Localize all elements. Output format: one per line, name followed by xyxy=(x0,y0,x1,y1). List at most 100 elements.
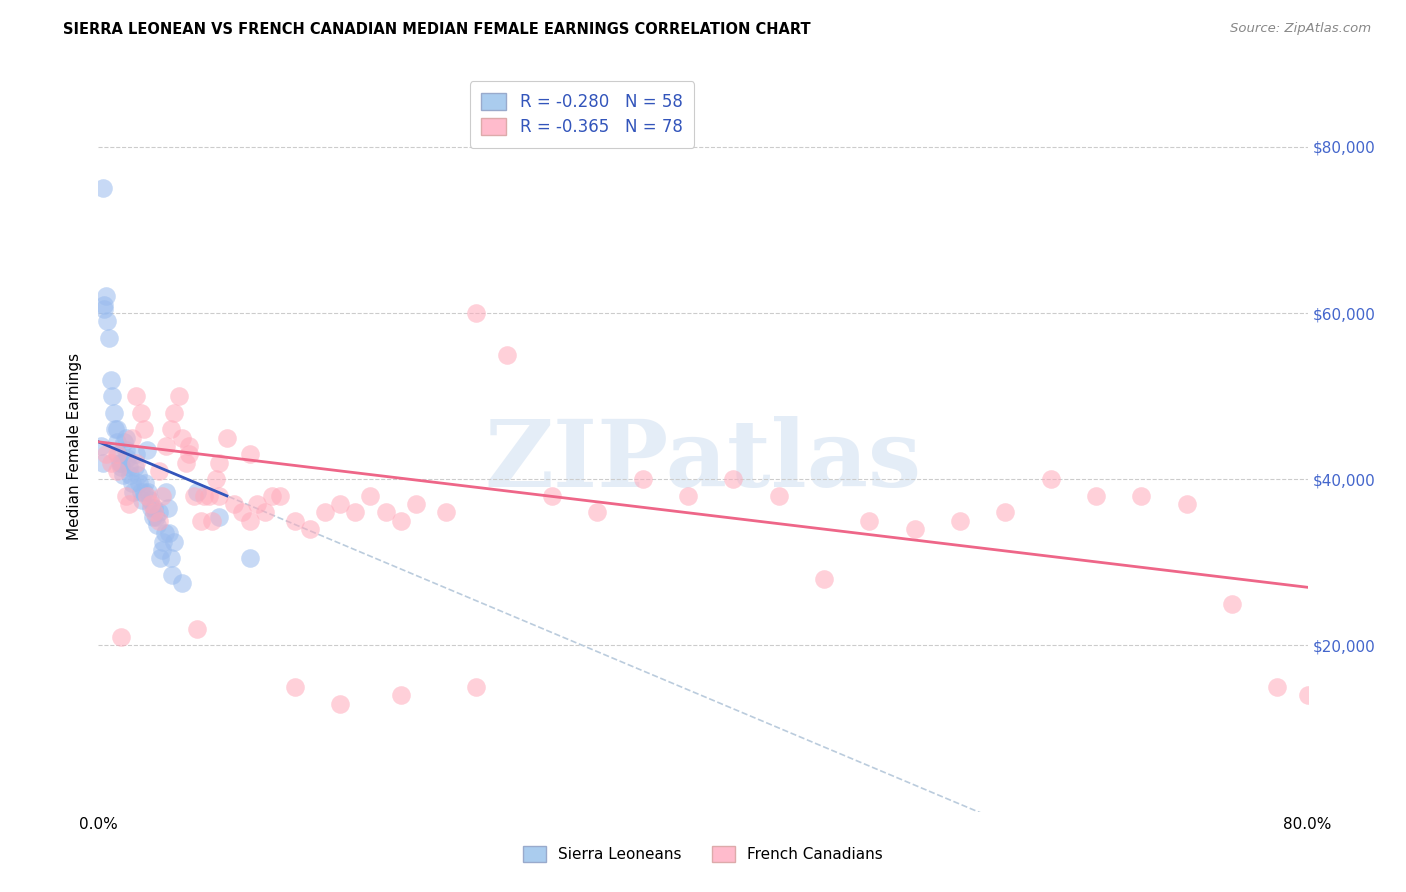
Point xyxy=(120,468,142,483)
Point xyxy=(118,459,141,474)
Point xyxy=(360,489,382,503)
Point xyxy=(1220,597,1243,611)
Point xyxy=(129,406,152,420)
Point xyxy=(231,506,253,520)
Point xyxy=(100,372,122,386)
Point xyxy=(135,443,157,458)
Point xyxy=(374,506,396,520)
Point xyxy=(121,476,143,491)
Point xyxy=(1085,489,1108,503)
Point xyxy=(115,451,138,466)
Point xyxy=(1296,689,1319,703)
Point xyxy=(540,489,562,503)
Point xyxy=(389,689,412,703)
Point xyxy=(143,501,166,516)
Point xyxy=(994,506,1017,520)
Point xyxy=(284,680,307,694)
Point xyxy=(631,472,654,486)
Point xyxy=(723,472,745,486)
Y-axis label: Median Female Earnings: Median Female Earnings xyxy=(67,352,83,540)
Point xyxy=(163,406,186,420)
Point xyxy=(110,459,132,474)
Point xyxy=(141,501,163,516)
Point xyxy=(389,514,412,528)
Point xyxy=(103,406,125,420)
Point xyxy=(107,447,129,461)
Point xyxy=(179,447,201,461)
Point xyxy=(239,551,262,566)
Point xyxy=(162,567,184,582)
Point xyxy=(118,497,141,511)
Point xyxy=(183,489,205,503)
Point xyxy=(122,484,145,499)
Point xyxy=(91,181,114,195)
Point xyxy=(155,439,177,453)
Point xyxy=(125,456,148,470)
Point xyxy=(269,489,291,503)
Point xyxy=(125,389,148,403)
Point xyxy=(253,506,276,520)
Point xyxy=(224,497,246,511)
Point xyxy=(127,468,149,483)
Point xyxy=(155,484,177,499)
Point xyxy=(174,456,197,470)
Point xyxy=(299,522,322,536)
Point xyxy=(1130,489,1153,503)
Point xyxy=(193,489,215,503)
Point xyxy=(131,493,153,508)
Point xyxy=(586,506,609,520)
Point xyxy=(129,484,152,499)
Point xyxy=(768,489,790,503)
Point xyxy=(208,509,231,524)
Point xyxy=(179,439,201,453)
Point xyxy=(121,431,143,445)
Point xyxy=(163,534,186,549)
Point xyxy=(96,314,118,328)
Point xyxy=(153,526,176,541)
Point xyxy=(329,697,352,711)
Point xyxy=(105,464,128,478)
Point xyxy=(136,484,159,499)
Point xyxy=(284,514,307,528)
Point xyxy=(139,493,162,508)
Legend: Sierra Leoneans, French Canadians: Sierra Leoneans, French Canadians xyxy=(517,840,889,868)
Point xyxy=(160,422,183,436)
Point xyxy=(813,572,835,586)
Point xyxy=(167,389,190,403)
Point xyxy=(132,484,155,499)
Point xyxy=(146,518,169,533)
Point xyxy=(465,306,488,320)
Point xyxy=(135,489,157,503)
Point xyxy=(205,472,228,486)
Point xyxy=(858,514,880,528)
Point xyxy=(197,489,219,503)
Point xyxy=(150,489,173,503)
Point xyxy=(156,501,179,516)
Point xyxy=(186,622,208,636)
Point xyxy=(246,497,269,511)
Point xyxy=(239,447,262,461)
Point xyxy=(208,456,231,470)
Point xyxy=(104,422,127,436)
Point xyxy=(128,476,150,491)
Point xyxy=(94,447,117,461)
Point xyxy=(1175,497,1198,511)
Point xyxy=(160,551,183,566)
Point xyxy=(101,389,124,403)
Point xyxy=(141,497,163,511)
Point xyxy=(132,422,155,436)
Point xyxy=(91,456,114,470)
Point xyxy=(105,434,128,449)
Point xyxy=(329,497,352,511)
Point xyxy=(145,509,167,524)
Point xyxy=(105,447,128,461)
Point xyxy=(904,522,927,536)
Point xyxy=(170,431,193,445)
Point xyxy=(405,497,427,511)
Point xyxy=(152,534,174,549)
Point xyxy=(186,484,208,499)
Point xyxy=(1039,472,1062,486)
Legend: R = -0.280   N = 58, R = -0.365   N = 78: R = -0.280 N = 58, R = -0.365 N = 78 xyxy=(470,81,695,148)
Point xyxy=(495,347,517,362)
Point xyxy=(108,456,131,470)
